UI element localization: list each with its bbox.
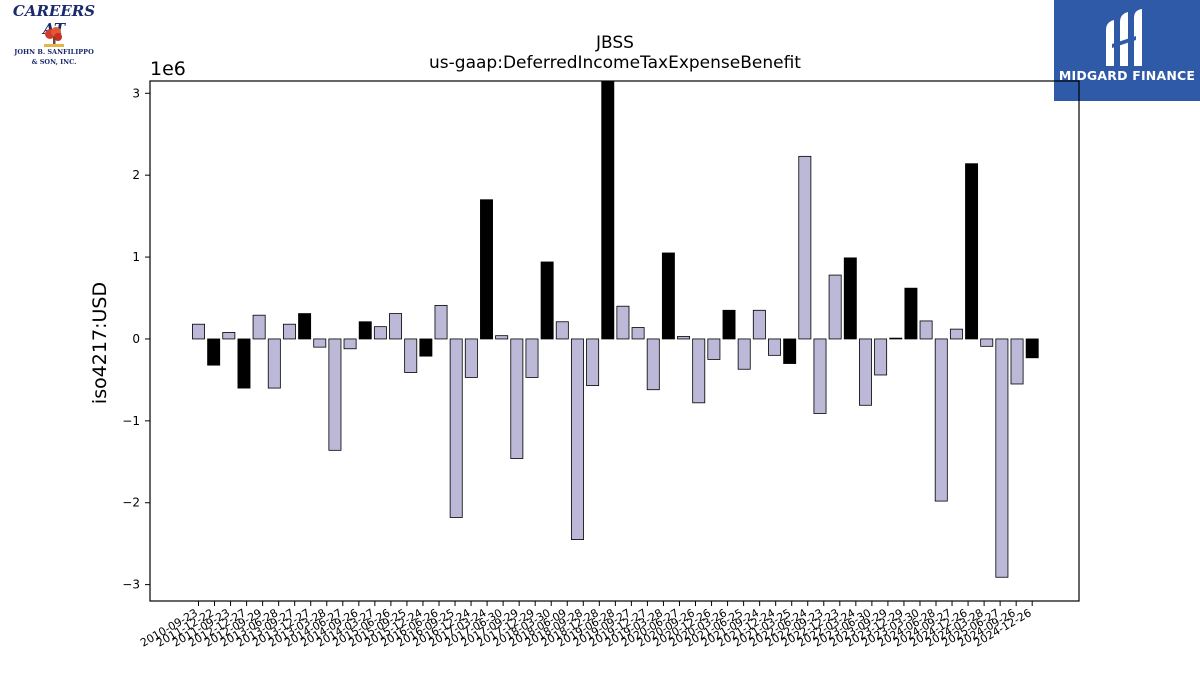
bar-34	[707, 338, 721, 360]
y-axis-ticks: −3 −2 −1 0 1 2 3	[122, 86, 150, 592]
x-axis-ticks: 2010-09-232011-12-222011-09-232012-12-27…	[138, 601, 1034, 650]
bar-45	[874, 338, 888, 376]
bar-4	[252, 314, 266, 340]
bars-group	[192, 80, 1039, 578]
bar-47	[904, 287, 918, 340]
midgard-finance-name: MIDGARD FINANCE	[1058, 68, 1196, 83]
bar-53	[995, 338, 1009, 578]
midgard-finance-logo: MIDGARD FINANCE	[1054, 0, 1200, 101]
bar-10	[343, 338, 357, 350]
bar-23	[540, 261, 554, 340]
y-tick-label: −3	[122, 578, 140, 592]
bar-16	[434, 304, 448, 340]
bar-6	[282, 323, 296, 340]
bar-19	[480, 199, 493, 340]
bar-35	[722, 309, 736, 340]
careers-logo-line2: & SON, INC.	[31, 58, 77, 66]
bar-8	[313, 338, 327, 348]
bar-43	[843, 257, 857, 340]
bar-26	[586, 338, 600, 387]
bar-21	[510, 338, 524, 459]
bar-33	[692, 338, 706, 404]
bar-7	[298, 313, 312, 340]
bar-50	[949, 328, 963, 340]
bar-14	[404, 338, 418, 373]
bar-25	[570, 338, 584, 540]
y-tick-label: 3	[132, 86, 140, 100]
bar-39	[783, 338, 797, 364]
y-tick-label: 1	[132, 250, 140, 264]
bar-3	[237, 338, 251, 389]
bar-15	[419, 338, 433, 357]
bar-0	[192, 323, 205, 340]
bar-41	[813, 338, 827, 414]
bar-31	[661, 252, 675, 340]
bar-28	[616, 305, 630, 340]
bar-46	[889, 337, 903, 340]
y-tick-label: 2	[132, 168, 140, 182]
bar-32	[677, 336, 691, 340]
bar-51	[965, 163, 979, 340]
chart-subtitle: us-gaap:DeferredIncomeTaxExpenseBenefit	[429, 53, 801, 73]
y-offset-label: 1e6	[150, 58, 186, 80]
bar-38	[768, 338, 781, 356]
bar-1	[207, 338, 221, 366]
y-tick-label: 0	[132, 332, 140, 346]
bar-29	[631, 327, 645, 340]
tree-icon	[44, 27, 64, 47]
bar-52	[980, 338, 994, 347]
bar-44	[859, 338, 872, 406]
midgard-mark-icon	[1106, 9, 1142, 66]
y-tick-label: −2	[122, 496, 140, 510]
y-axis-label: iso4217:USD	[89, 282, 111, 404]
bar-27	[601, 80, 615, 340]
bar-5	[267, 338, 281, 389]
bar-36	[737, 338, 751, 370]
bar-13	[389, 313, 403, 340]
bar-54	[1010, 338, 1024, 385]
y-tick-label: −1	[122, 414, 140, 428]
bar-49	[934, 338, 948, 502]
bar-30	[646, 338, 660, 391]
bar-18	[464, 338, 478, 378]
bar-48	[919, 320, 933, 340]
careers-logo-line1: JOHN B. SANFILIPPO	[14, 48, 94, 56]
bar-42	[828, 274, 842, 340]
plot-frame	[149, 80, 1080, 602]
bar-22	[525, 338, 539, 378]
chart-title: JBSS	[595, 33, 634, 53]
bar-11	[358, 321, 372, 340]
bar-12	[373, 326, 387, 340]
bar-55	[1025, 338, 1039, 359]
bar-37	[752, 309, 766, 340]
bar-40	[798, 155, 812, 340]
bar-2	[222, 331, 236, 340]
bar-20	[495, 335, 509, 340]
bar-24	[555, 321, 569, 340]
careers-logo: CAREERS AT JOHN B. SANFILIPPO & SON, INC…	[0, 0, 110, 75]
bar-17	[449, 338, 463, 518]
bar-9	[328, 338, 342, 451]
